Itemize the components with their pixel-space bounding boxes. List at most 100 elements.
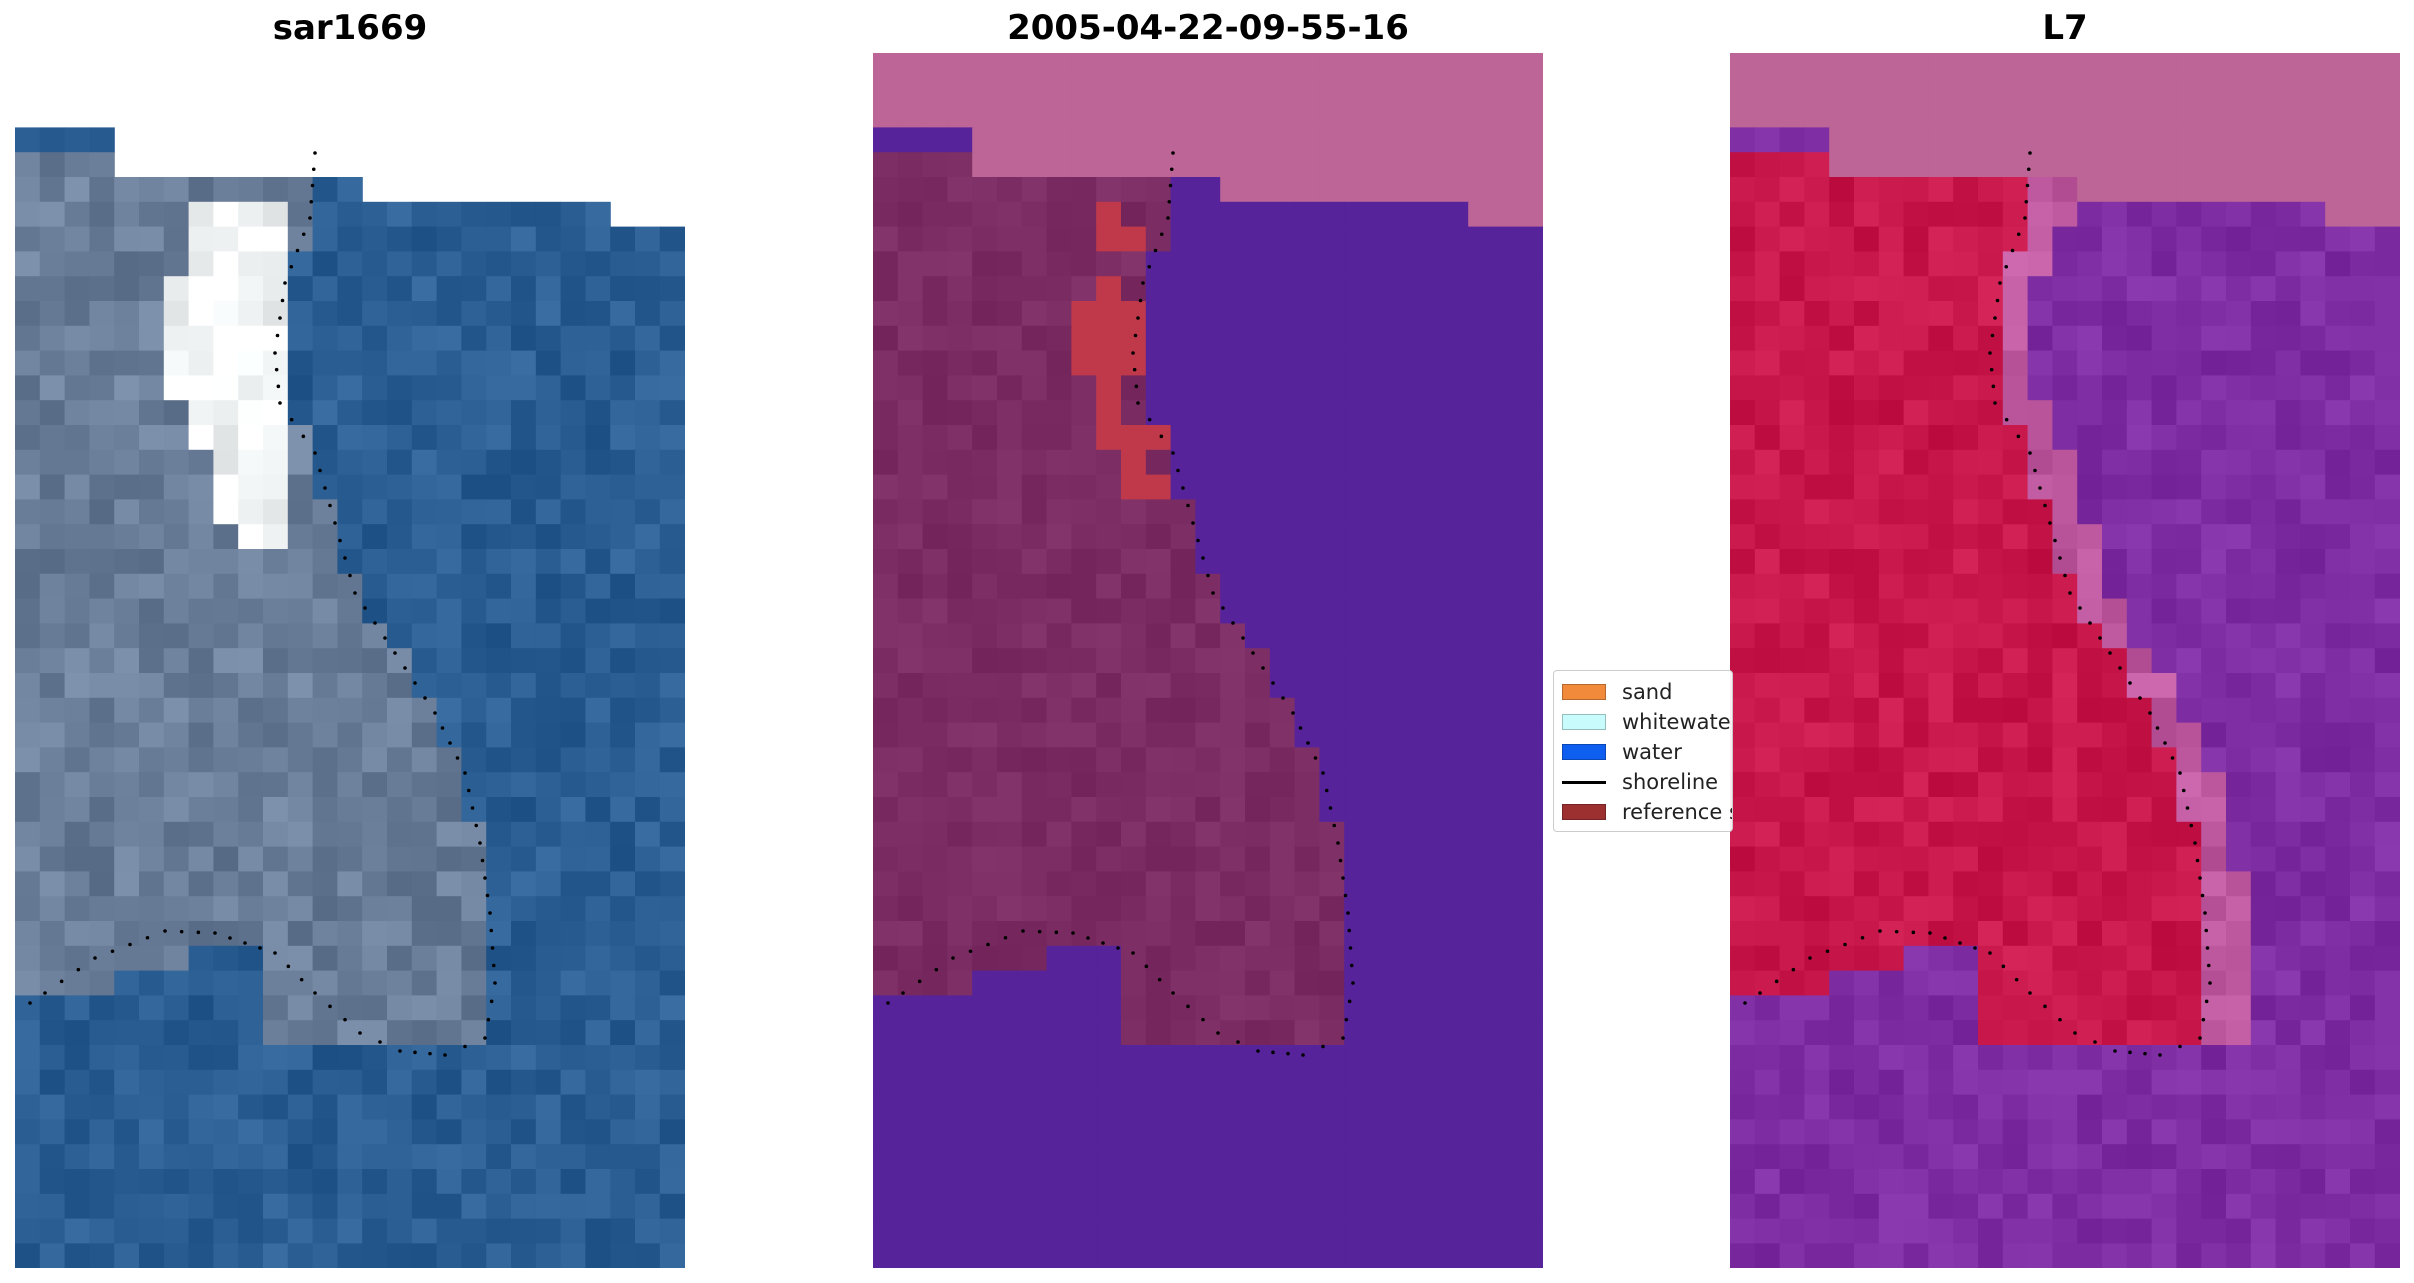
pixel-cell — [897, 846, 924, 872]
pixel-cell — [163, 821, 190, 848]
pixel-cell — [2002, 499, 2029, 525]
pixel-cell — [2126, 846, 2153, 872]
pixel-cell — [873, 1119, 899, 1145]
pixel-cell — [2250, 1169, 2277, 1195]
pixel-cell — [2052, 301, 2078, 327]
pixel-cell — [1393, 797, 1420, 823]
pixel-cell — [2102, 722, 2128, 748]
pixel-cell — [997, 846, 1023, 872]
pixel-cell — [2176, 697, 2202, 724]
pixel-cell — [972, 276, 998, 302]
pixel-cell — [1418, 400, 1444, 426]
pixel-cell — [163, 549, 190, 575]
pixel-cell — [337, 722, 363, 748]
pixel-cell — [1121, 896, 1147, 922]
pixel-cell — [1854, 53, 1880, 79]
pixel-cell — [1754, 871, 1781, 897]
shoreline-dot — [43, 991, 47, 995]
pixel-cell — [922, 177, 948, 203]
pixel-cell — [312, 177, 338, 203]
pixel-cell — [64, 821, 90, 848]
pixel-cell — [2002, 1144, 2029, 1170]
shoreline-dot — [179, 929, 184, 934]
pixel-cell — [1754, 747, 1781, 773]
pixel-cell — [1443, 673, 1469, 699]
pixel-cell — [922, 499, 948, 525]
pixel-cell — [2250, 772, 2277, 798]
pixel-cell — [461, 1119, 487, 1145]
pixel-cell — [947, 53, 973, 79]
pixel-cell — [1021, 945, 1048, 972]
shoreline-dot — [363, 606, 367, 610]
pixel-cell — [1269, 301, 1296, 327]
pixel-cell — [2052, 499, 2078, 525]
pixel-cell — [1021, 301, 1048, 327]
pixel-cell — [1517, 350, 1543, 376]
shoreline-dot — [1324, 788, 1329, 793]
pixel-cell — [1344, 797, 1370, 823]
pixel-cell — [1953, 400, 1979, 426]
pixel-cell — [2151, 400, 2177, 426]
shoreline-dot — [378, 1040, 382, 1044]
pixel-cell — [511, 1020, 537, 1046]
pixel-cell — [1493, 524, 1519, 550]
pixel-cell — [1046, 226, 1072, 252]
pixel-cell — [2275, 970, 2301, 996]
pixel-cell — [659, 375, 685, 401]
pixel-cell — [312, 970, 338, 996]
pixel-cell — [1393, 301, 1420, 327]
pixel-cell — [213, 251, 239, 277]
pixel-cell — [1928, 1119, 1954, 1145]
pixel-cell — [2052, 797, 2078, 823]
pixel-cell — [15, 226, 41, 252]
pixel-cell — [2176, 722, 2202, 748]
pixel-cell — [1443, 524, 1469, 550]
pixel-cell — [1319, 995, 1345, 1021]
pixel-cell — [188, 846, 214, 872]
shoreline-dot — [343, 1017, 347, 1022]
pixel-cell — [2275, 375, 2301, 401]
pixel-cell — [922, 821, 948, 848]
pixel-cell — [1517, 449, 1543, 476]
pixel-cell — [585, 524, 611, 550]
pixel-cell — [1369, 350, 1395, 376]
shoreline-dot — [478, 841, 482, 845]
pixel-cell — [873, 350, 899, 376]
pixel-cell — [362, 325, 388, 352]
pixel-cell — [114, 598, 140, 624]
shoreline-dot — [228, 936, 232, 940]
pixel-cell — [972, 722, 998, 748]
pixel-cell — [1730, 722, 1756, 748]
pixel-cell — [1369, 821, 1395, 848]
pixel-cell — [2176, 1169, 2202, 1195]
pixel-cell — [1829, 1243, 1855, 1268]
pixel-cell — [2126, 301, 2153, 327]
pixel-cell — [659, 772, 685, 798]
pixel-cell — [1046, 325, 1072, 352]
pixel-cell — [1517, 276, 1543, 302]
pixel-cell — [1319, 598, 1345, 624]
pixel-cell — [1071, 846, 1097, 872]
pixel-cell — [2350, 375, 2376, 401]
pixel-cell — [972, 1193, 998, 1220]
pixel-cell — [337, 325, 363, 352]
pixel-cell — [1730, 1243, 1756, 1268]
pixel-cell — [1121, 1069, 1147, 1096]
pixel-cell — [997, 276, 1023, 302]
pixel-cell — [1220, 152, 1246, 178]
pixel-cell — [1021, 524, 1048, 550]
pixel-cell — [560, 524, 586, 550]
pixel-cell — [535, 375, 562, 401]
pixel-cell — [64, 598, 90, 624]
pixel-cell — [2325, 400, 2351, 426]
pixel-cell — [2350, 573, 2376, 600]
pixel-cell — [64, 573, 90, 600]
shoreline-dot — [274, 367, 279, 372]
pixel-cell — [2052, 846, 2078, 872]
pixel-cell — [1468, 127, 1494, 153]
pixel-cell — [411, 226, 438, 252]
pixel-cell — [610, 1218, 636, 1244]
pixel-cell — [1468, 697, 1494, 724]
pixel-cell — [922, 524, 948, 550]
pixel-cell — [89, 846, 115, 872]
